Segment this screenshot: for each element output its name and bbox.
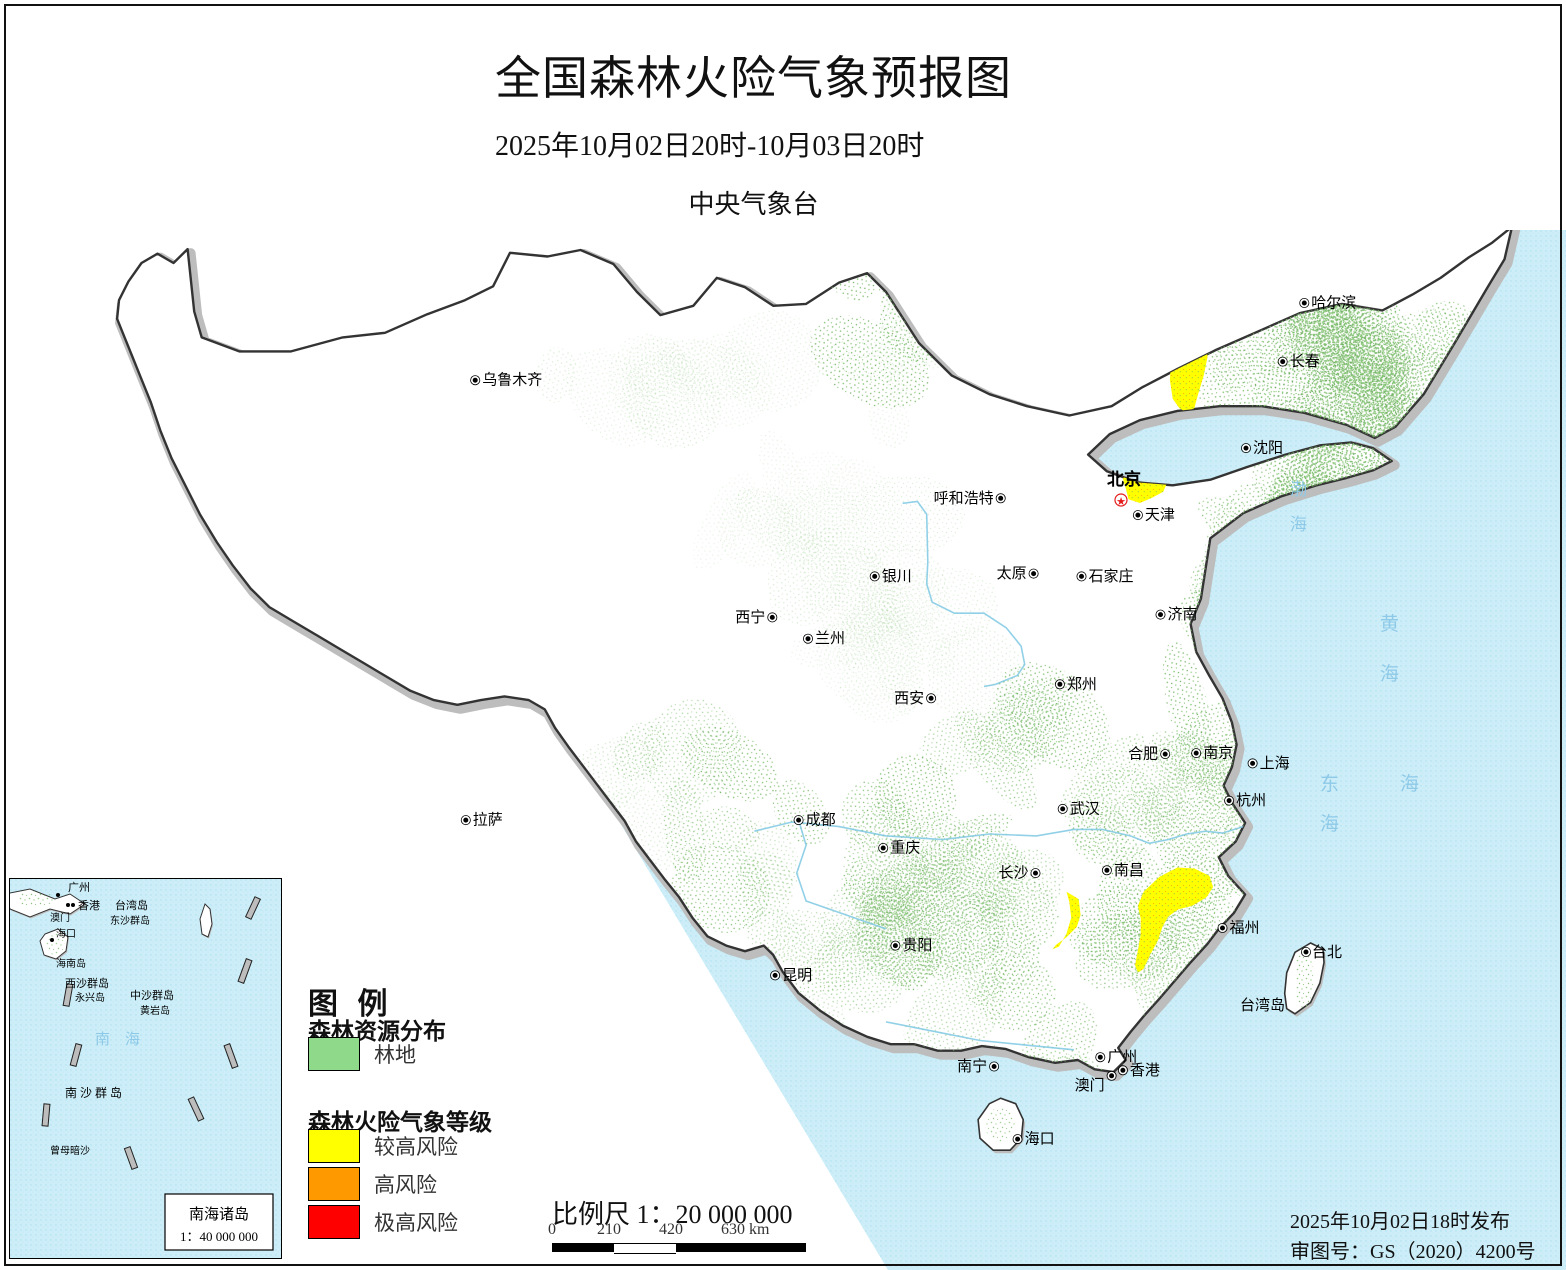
svg-text:黄岩岛: 黄岩岛 [140, 1004, 170, 1017]
svg-text:中沙群岛: 中沙群岛 [130, 988, 174, 1002]
svg-text:南海诸岛: 南海诸岛 [189, 1206, 249, 1223]
svg-text:曾母暗沙: 曾母暗沙 [50, 1144, 90, 1157]
svg-text:香港: 香港 [78, 899, 100, 912]
svg-text:广州: 广州 [68, 881, 90, 894]
svg-text:台湾岛: 台湾岛 [115, 898, 148, 912]
svg-text:西沙群岛: 西沙群岛 [65, 976, 109, 990]
svg-text:海口: 海口 [56, 927, 76, 940]
svg-text:南 海: 南 海 [95, 1031, 140, 1048]
svg-text:澳门: 澳门 [50, 911, 70, 924]
svg-text:东沙群岛: 东沙群岛 [110, 914, 150, 927]
svg-text:海南岛: 海南岛 [56, 957, 86, 970]
svg-text:永兴岛: 永兴岛 [75, 991, 105, 1004]
svg-text:南沙群岛: 南沙群岛 [65, 1085, 125, 1100]
svg-text:1：40 000 000: 1：40 000 000 [180, 1229, 258, 1244]
